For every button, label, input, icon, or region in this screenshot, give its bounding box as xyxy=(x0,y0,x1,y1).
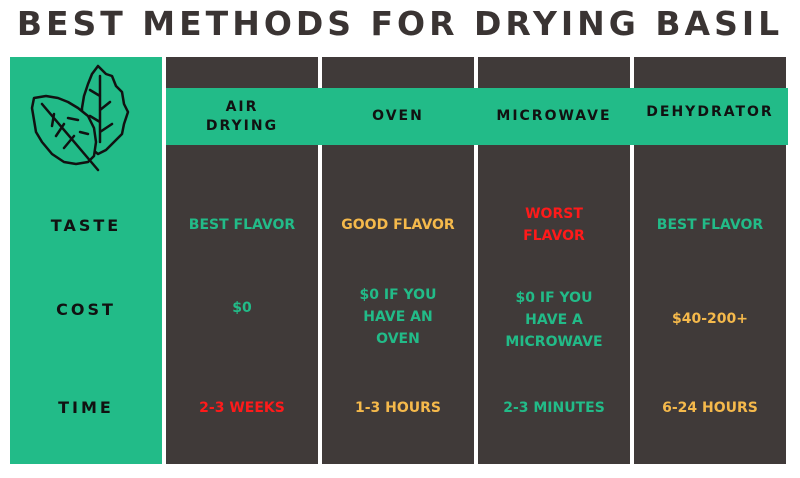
cell-time-microwave: 2-3 MINUTES xyxy=(503,400,605,416)
basil-leaves-icon xyxy=(30,64,130,172)
header-air-drying: AIR DRYING xyxy=(205,98,279,134)
header-dehydrator: DEHYDRATOR xyxy=(646,104,774,120)
cell-cost-air-drying: $0 xyxy=(232,300,252,316)
cell-cost-oven: $0 IF YOU HAVE AN OVEN xyxy=(359,287,437,347)
cell-taste-microwave: WORST FLAVOR xyxy=(523,206,585,244)
cell-taste-dehydrator: BEST FLAVOR xyxy=(656,217,764,233)
cell-cost-dehydrator: $40-200+ xyxy=(672,311,748,327)
row-label-time: TIME xyxy=(58,398,114,417)
cell-cost-microwave: $0 IF YOU HAVE A MICROWAVE xyxy=(505,290,603,350)
cell-taste-air-drying: BEST FLAVOR xyxy=(188,217,296,233)
row-label-taste: TASTE xyxy=(50,216,122,235)
cell-taste-oven: GOOD FLAVOR xyxy=(341,217,455,233)
row-label-cost: COST xyxy=(56,300,116,319)
cell-time-oven: 1-3 HOURS xyxy=(354,400,442,416)
header-oven: OVEN xyxy=(372,108,424,124)
cell-time-dehydrator: 6-24 HOURS xyxy=(662,400,758,416)
header-band xyxy=(166,88,788,145)
page-title: BEST METHODS FOR DRYING BASIL xyxy=(16,4,784,43)
header-microwave: MICROWAVE xyxy=(496,108,612,124)
cell-time-air-drying: 2-3 WEEKS xyxy=(199,400,285,416)
